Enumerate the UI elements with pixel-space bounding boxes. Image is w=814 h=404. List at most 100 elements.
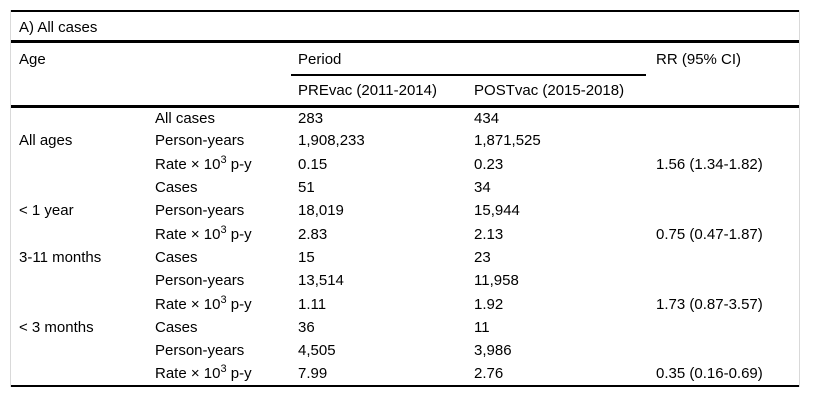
age-cell [11, 153, 153, 176]
prevac-value-cell: 1.11 [298, 295, 327, 313]
prevac-column-header: PREvac (2011-2014) [298, 76, 475, 108]
metric-superscript: 3 [220, 362, 227, 375]
table-row: Rate × 103 p-y 7.99 2.76 0.35 (0.16-0.69… [11, 362, 799, 385]
rr-value-cell [656, 106, 799, 129]
metric-label: Rate × 10 [155, 364, 221, 382]
rr-value-cell: 0.35 (0.16-0.69) [656, 364, 763, 382]
postvac-value-cell: 434 [474, 109, 500, 127]
header-row-1: Age Period RR (95% CI) [11, 43, 800, 108]
rr-value-cell [656, 129, 799, 152]
prevac-value-cell: 13,514 [298, 272, 344, 290]
metric-cell: Cases [153, 176, 298, 199]
data-table: Age Period RR (95% CI) PREvac (2011-2014… [11, 43, 800, 387]
metric-label: Rate × 10 [155, 225, 221, 243]
age-cell [11, 292, 153, 315]
table-row: Cases 51 34 [11, 176, 799, 199]
metric-superscript: 3 [220, 223, 227, 236]
metric-cell: Cases [153, 316, 298, 339]
table-row: Rate × 103 p-y 0.15 0.23 1.56 (1.34-1.82… [11, 153, 799, 176]
metric-cell: Person-years [153, 269, 298, 292]
rr-value-cell: 1.73 (0.87-3.57) [656, 295, 763, 313]
age-cell [11, 269, 153, 292]
rr-value-cell [656, 316, 799, 339]
postvac-value-cell: 1,871,525 [474, 132, 541, 150]
metric-unit: p-y [226, 295, 252, 313]
prevac-value-cell: 18,019 [298, 202, 344, 220]
metric-label: Rate × 10 [155, 155, 221, 173]
metric-label: Cases [155, 318, 198, 336]
rr-value-cell [656, 246, 799, 269]
metric-cell: Rate × 103 p-y [153, 292, 298, 315]
prevac-value-cell: 1,908,233 [298, 132, 365, 150]
prevac-value-cell: 36 [298, 318, 315, 336]
table-row: All ages Person-years 1,908,233 1,871,52… [11, 129, 799, 152]
metric-cell: Person-years [153, 199, 298, 222]
metric-label: Person-years [155, 272, 245, 290]
metric-cell: Rate × 103 p-y [153, 362, 298, 385]
metric-superscript: 3 [220, 153, 227, 166]
prevac-value-cell: 51 [298, 179, 315, 197]
postvac-value-cell: 3,986 [474, 342, 512, 360]
postvac-value-cell: 11 [474, 318, 490, 336]
age-column-header: Age [11, 43, 299, 108]
table-title: A) All cases [11, 10, 799, 43]
prevac-value-cell: 2.83 [298, 225, 328, 243]
metric-unit: p-y [226, 155, 252, 173]
header-row-2: PREvac (2011-2014) POSTvac (2015-2018) [11, 76, 799, 108]
rr-value-cell [656, 176, 799, 199]
age-cell: < 3 months [19, 318, 94, 336]
period-column-header: Period [291, 43, 656, 76]
age-cell: 3-11 months [19, 248, 102, 266]
table-container: A) All cases Age Period RR (95% CI) PREv… [10, 10, 800, 387]
rr-column-header: RR (95% CI) [656, 43, 800, 108]
metric-cell: Cases [153, 246, 298, 269]
metric-superscript: 3 [220, 293, 227, 306]
metric-label: Person-years [155, 202, 245, 220]
postvac-value-cell: 2.76 [474, 364, 504, 382]
table-row: 3-11 months Cases 15 23 [11, 246, 799, 269]
rr-value-cell [656, 199, 799, 222]
rr-value-cell: 0.75 (0.47-1.87) [656, 225, 763, 243]
prevac-value-cell: 4,505 [298, 342, 336, 360]
table-row: Person-years 13,514 11,958 [11, 269, 799, 292]
prevac-value-cell: 7.99 [298, 364, 328, 382]
table-row: Rate × 103 p-y 1.11 1.92 1.73 (0.87-3.57… [11, 292, 799, 315]
postvac-value-cell: 0.23 [474, 155, 504, 173]
prevac-value-cell: 283 [298, 109, 324, 127]
postvac-value-cell: 15,944 [474, 202, 520, 220]
postvac-value-cell: 1.92 [474, 295, 504, 313]
age-cell [11, 339, 153, 362]
age-cell [11, 176, 153, 199]
metric-cell: Person-years [153, 129, 298, 152]
metric-label: All cases [155, 109, 216, 127]
table-header: Age Period RR (95% CI) PREvac (2011-2014… [11, 43, 800, 108]
metric-cell: All cases [153, 106, 298, 129]
rr-value-cell: 1.56 (1.34-1.82) [656, 155, 763, 173]
rr-value-cell [656, 269, 799, 292]
age-cell [11, 106, 153, 129]
metric-label: Cases [155, 248, 198, 266]
prevac-value-cell: 0.15 [298, 155, 328, 173]
metric-unit: p-y [226, 364, 252, 382]
metric-unit: p-y [226, 225, 252, 243]
age-cell: All ages [19, 132, 73, 150]
metric-cell: Person-years [153, 339, 298, 362]
metric-label: Person-years [155, 132, 245, 150]
postvac-value-cell: 34 [474, 179, 491, 197]
age-cell: < 1 year [19, 202, 74, 220]
metric-cell: Rate × 103 p-y [153, 222, 298, 245]
rr-value-cell [656, 339, 799, 362]
table-row: All cases 283 434 [11, 106, 799, 129]
prevac-value-cell: 15 [298, 248, 315, 266]
postvac-column-header: POSTvac (2015-2018) [474, 76, 657, 108]
postvac-value-cell: 11,958 [474, 272, 519, 290]
table-row: < 1 year Person-years 18,019 15,944 [11, 199, 799, 222]
metric-label: Cases [155, 179, 198, 197]
postvac-value-cell: 23 [474, 248, 491, 266]
table-row: < 3 months Cases 36 11 [11, 316, 799, 339]
metric-cell: Rate × 103 p-y [153, 153, 298, 176]
metric-label: Person-years [155, 342, 245, 360]
age-cell [11, 222, 153, 245]
age-cell [11, 362, 153, 385]
